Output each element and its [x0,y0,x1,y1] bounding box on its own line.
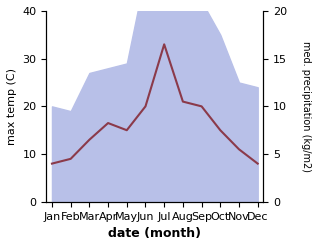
X-axis label: date (month): date (month) [108,227,201,240]
Y-axis label: med. precipitation (kg/m2): med. precipitation (kg/m2) [301,41,311,172]
Y-axis label: max temp (C): max temp (C) [7,68,17,145]
